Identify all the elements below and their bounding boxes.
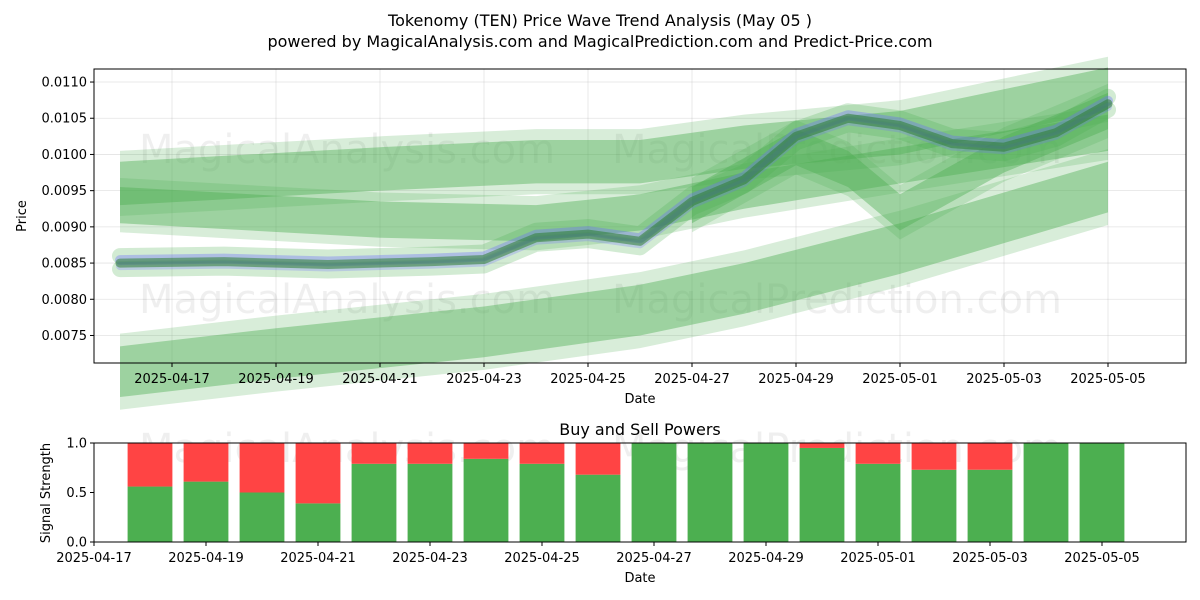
price-x-ticks: 2025-04-17 2025-04-19 2025-04-21 2025-04-23…: [134, 363, 1146, 387]
buy-sell-x-tick-label: 2025-04-21: [280, 551, 356, 566]
price-wave-band-outer: [120, 56, 1108, 217]
buy-power-bar: [351, 463, 397, 542]
price-wave-band: [692, 92, 1108, 231]
price-watermarks: MagicalAnalysis.com MagicalPrediction.co…: [139, 127, 1062, 323]
price-x-tick-label: 2025-05-03: [966, 372, 1042, 387]
price-wave-chart: MagicalAnalysis.com MagicalPrediction.co…: [15, 56, 1187, 410]
sell-power-bar: [127, 443, 173, 487]
buy-sell-bars: [127, 443, 1125, 542]
price-x-tick-label: 2025-04-19: [238, 372, 314, 387]
price-y-tick-label: 0.0105: [42, 112, 88, 127]
price-y-tick-label: 0.0100: [42, 148, 88, 163]
sell-power-bar: [239, 443, 285, 493]
price-wave-line: [112, 101, 1116, 279]
buy-sell-x-tick-label: 2025-05-01: [840, 551, 916, 566]
buy-power-bar: [295, 503, 341, 542]
price-wave-band-outer: [692, 83, 1108, 240]
buy-sell-y-tick-label: 0.0: [66, 536, 87, 551]
price-wave-band: [120, 114, 1108, 242]
price-wave-band: [120, 67, 1108, 206]
buy-power-bar: [183, 481, 229, 542]
price-x-tick-label: 2025-04-27: [654, 372, 730, 387]
price-y-tick-label: 0.0075: [42, 329, 88, 344]
price-wave-line: [115, 99, 1113, 270]
buy-power-bar: [687, 443, 733, 542]
price-wave-band-outer: [120, 149, 1108, 410]
buy-power-bar: [967, 469, 1013, 542]
buy-power-bar: [799, 447, 845, 542]
buy-sell-y-axis-label: Signal Strength: [39, 443, 54, 543]
price-y-tick-label: 0.0095: [42, 184, 88, 199]
sell-power-bar: [295, 443, 341, 504]
buy-sell-x-tick-label: 2025-04-19: [168, 551, 244, 566]
price-y-tick-label: 0.0085: [42, 257, 88, 272]
sell-power-bar: [463, 443, 509, 459]
sell-power-bar: [575, 443, 621, 475]
sell-power-bar: [407, 443, 453, 464]
price-x-tick-label: 2025-05-01: [862, 372, 938, 387]
price-x-tick-label: 2025-04-23: [446, 372, 522, 387]
buy-power-bar: [743, 443, 789, 542]
price-x-axis-label: Date: [624, 392, 655, 407]
chart-title: Tokenomy (TEN) Price Wave Trend Analysis…: [387, 11, 812, 30]
price-wave-band: [120, 161, 1108, 398]
buy-power-bar: [1079, 443, 1125, 542]
sell-power-bar: [799, 443, 845, 448]
sell-power-bar: [967, 443, 1013, 470]
buy-sell-x-tick-label: 2025-05-05: [1064, 551, 1140, 566]
buy-power-bar: [407, 463, 453, 542]
price-wave-bands: [120, 56, 1108, 410]
price-y-tick-label: 0.0110: [42, 76, 88, 91]
buy-power-bar: [911, 469, 957, 542]
buy-sell-chart: Buy and Sell Powers MagicalAnalysis.com …: [39, 420, 1187, 586]
buy-power-bar: [519, 463, 565, 542]
watermark-prediction-mid: MagicalPrediction.com: [612, 277, 1062, 323]
buy-power-bar: [855, 463, 901, 542]
buy-sell-x-ticks: 2025-04-17 2025-04-19 2025-04-21 2025-04-23…: [56, 542, 1140, 566]
price-y-tick-label: 0.0090: [42, 220, 88, 235]
buy-sell-title: Buy and Sell Powers: [559, 420, 721, 439]
buy-power-bar: [463, 458, 509, 542]
buy-power-bar: [631, 443, 677, 542]
price-axes-frame: [93, 68, 1187, 364]
buy-power-bar: [575, 474, 621, 542]
price-y-tick-label: 0.0080: [42, 293, 88, 308]
buy-sell-x-tick-label: 2025-04-25: [504, 551, 580, 566]
sell-power-bar: [351, 443, 397, 464]
buy-power-bar: [1023, 443, 1069, 542]
price-y-axis-label: Price: [15, 200, 30, 232]
price-x-tick-label: 2025-04-29: [758, 372, 834, 387]
sell-power-bar: [911, 443, 957, 470]
price-x-tick-label: 2025-05-05: [1070, 372, 1146, 387]
price-grid: [94, 69, 1186, 363]
buy-power-bar: [239, 492, 285, 542]
buy-sell-x-tick-label: 2025-04-23: [392, 551, 468, 566]
buy-power-bar: [127, 486, 173, 542]
watermark-analysis-mid: MagicalAnalysis.com: [139, 277, 555, 323]
buy-sell-x-tick-label: 2025-04-17: [56, 551, 132, 566]
sell-power-bar: [519, 443, 565, 464]
sell-power-bar: [183, 443, 229, 482]
price-x-tick-label: 2025-04-21: [342, 372, 418, 387]
chart-subtitle: powered by MagicalAnalysis.com and Magic…: [267, 32, 932, 51]
price-x-tick-label: 2025-04-17: [134, 372, 210, 387]
price-y-ticks: 0.0075 0.0080 0.0085 0.0090 0.0095 0.0100 0.01…: [42, 76, 94, 344]
buy-sell-y-tick-label: 0.5: [66, 486, 87, 501]
buy-sell-y-ticks: 0.0 0.5 1.0: [66, 437, 94, 551]
buy-sell-x-tick-label: 2025-04-27: [616, 551, 692, 566]
buy-sell-x-axis-label: Date: [624, 571, 655, 586]
watermark-analysis-top: MagicalAnalysis.com: [139, 127, 555, 173]
buy-sell-y-tick-label: 1.0: [66, 437, 87, 452]
buy-sell-x-tick-label: 2025-04-29: [728, 551, 804, 566]
sell-power-bar: [855, 443, 901, 464]
price-x-tick-label: 2025-04-25: [550, 372, 626, 387]
price-path-lines: [112, 88, 1116, 279]
buy-sell-x-tick-label: 2025-05-03: [952, 551, 1028, 566]
price-wave-line: [112, 88, 1116, 266]
price-wave-band-outer: [120, 105, 1108, 251]
